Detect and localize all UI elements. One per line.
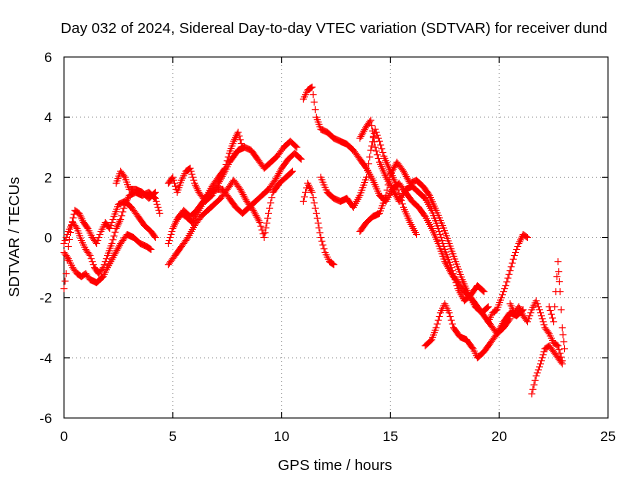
y-tick-label: -4	[40, 350, 53, 366]
x-tick-label: 25	[600, 428, 616, 444]
series-track-p	[506, 297, 566, 365]
x-tick-label: 5	[169, 428, 177, 444]
series-track-r	[545, 258, 568, 353]
data-point-marks	[528, 342, 566, 398]
y-tick-label: 0	[44, 230, 52, 246]
y-axis-title: SDTVAR / TECUs	[6, 177, 23, 297]
y-tick-labels: -6 -4 -2 0 2 4 6	[40, 49, 53, 426]
series-track-j	[299, 179, 338, 269]
y-tick-label: 2	[44, 169, 52, 185]
data-point-marks	[173, 149, 305, 223]
x-axis-title: GPS time / hours	[278, 457, 392, 474]
axis-ticks	[63, 56, 609, 419]
x-tick-label: 20	[491, 428, 507, 444]
y-tick-label: 6	[44, 49, 52, 65]
grid	[64, 57, 608, 418]
series-track-h	[173, 149, 305, 223]
y-tick-label: -6	[40, 410, 53, 426]
data-points	[60, 83, 568, 398]
data-point-marks	[545, 258, 568, 353]
series-track-o	[484, 231, 531, 326]
x-tick-labels: 0 5 10 15 20 25	[60, 428, 616, 444]
data-point-marks	[299, 179, 338, 269]
series-track-m	[356, 116, 488, 305]
x-tick-label: 15	[383, 428, 399, 444]
data-point-marks	[112, 167, 159, 202]
x-tick-label: 0	[60, 428, 68, 444]
series-track-d	[112, 167, 159, 202]
y-tick-label: 4	[44, 109, 52, 125]
data-point-marks	[484, 231, 531, 326]
data-point-marks	[60, 231, 155, 287]
x-tick-label: 10	[274, 428, 290, 444]
data-point-marks	[356, 116, 488, 305]
data-point-marks	[506, 297, 566, 365]
series-track-c	[60, 231, 155, 287]
chart-title: Day 032 of 2024, Sidereal Day-to-day VTE…	[61, 20, 608, 37]
series-track-q	[528, 342, 566, 398]
y-tick-label: -2	[40, 290, 53, 306]
